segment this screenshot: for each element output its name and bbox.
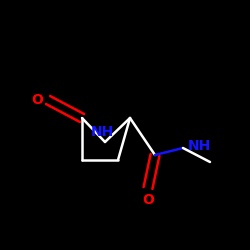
Text: NH: NH (91, 126, 114, 140)
Text: O: O (142, 193, 154, 207)
Text: NH: NH (188, 138, 211, 152)
Text: O: O (31, 93, 43, 107)
